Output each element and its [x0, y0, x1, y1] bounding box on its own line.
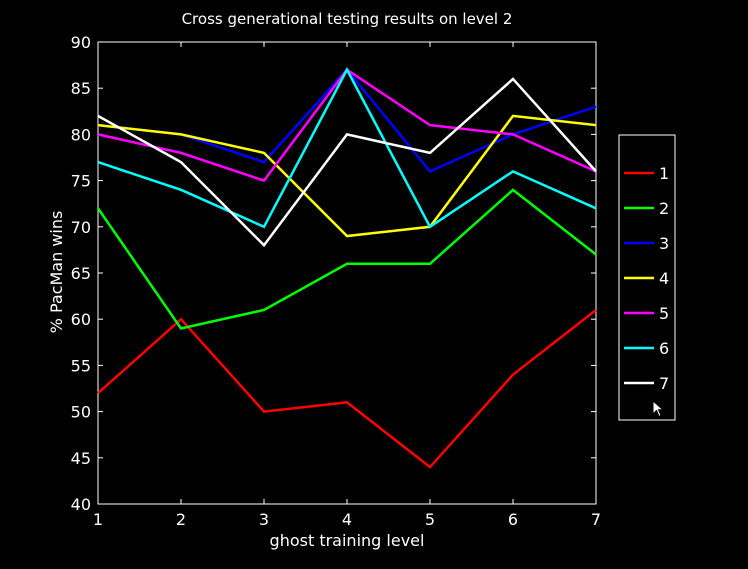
legend-label-6: 6 [659, 339, 669, 358]
series-line-1 [97, 308, 597, 469]
series-line-7 [97, 77, 597, 248]
x-tick-label: 6 [508, 510, 518, 529]
series-line-4 [97, 114, 597, 238]
mouse-pointer-icon [652, 400, 665, 418]
y-tick-label: 90 [71, 33, 91, 52]
legend-label-7: 7 [659, 374, 669, 393]
legend-label-3: 3 [659, 234, 669, 253]
legend: 1 2 3 4 5 6 7 [618, 134, 676, 421]
x-tick-label: 2 [176, 510, 186, 529]
y-tick-label: 55 [71, 356, 91, 375]
y-tick-label: 65 [71, 264, 91, 283]
x-tick-label: 1 [93, 510, 103, 529]
x-tick-label: 4 [342, 510, 352, 529]
chart-title: Cross generational testing results on le… [182, 10, 513, 28]
series-line-6 [97, 67, 597, 229]
y-tick-label: 85 [71, 79, 91, 98]
y-tick-label: 80 [71, 125, 91, 144]
x-tick-label: 3 [259, 510, 269, 529]
y-tick-label: 70 [71, 218, 91, 237]
y-tick-label: 50 [71, 403, 91, 422]
y-tick-label: 60 [71, 310, 91, 329]
plot-frame [97, 41, 597, 505]
x-axis-label: ghost training level [270, 531, 425, 550]
y-tick-label: 45 [71, 449, 91, 468]
y-tick-label: 40 [71, 495, 91, 514]
legend-label-2: 2 [659, 199, 669, 218]
y-tick-label: 75 [71, 172, 91, 191]
legend-label-4: 4 [659, 269, 669, 288]
legend-label-5: 5 [659, 304, 669, 323]
x-tick-label: 7 [591, 510, 601, 529]
series-line-2 [96, 188, 597, 330]
y-axis-label: % PacMan wins [47, 211, 66, 334]
x-tick-label: 5 [425, 510, 435, 529]
legend-label-1: 1 [659, 164, 669, 183]
